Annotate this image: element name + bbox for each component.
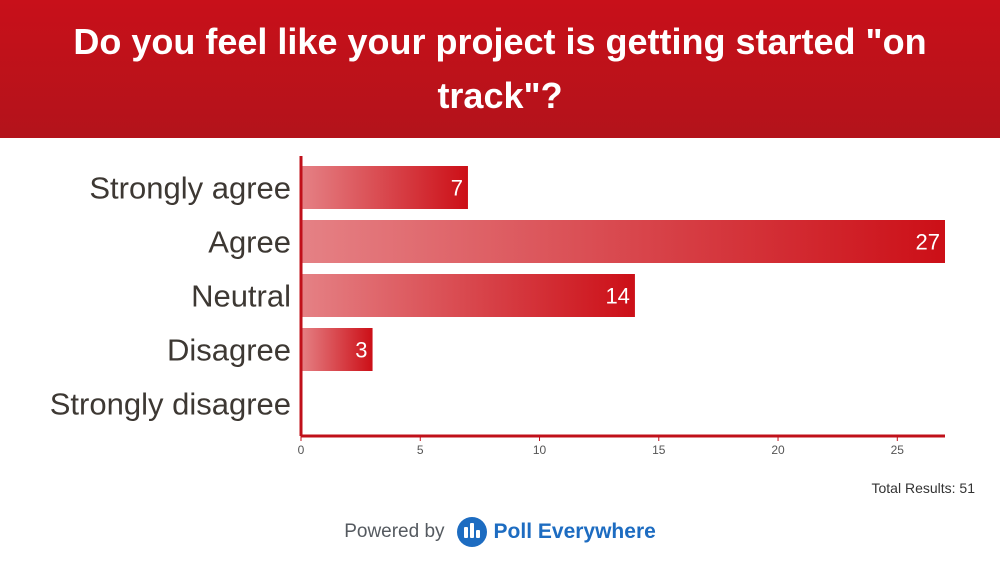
x-tick-label-15: 15 — [652, 443, 666, 457]
results-bar-chart: Strongly agree 7 Agree 27 Neutral 14 Disagree 3… — [0, 138, 1000, 468]
x-tick-label-25: 25 — [891, 443, 905, 457]
category-label-disagree: Disagree — [167, 333, 291, 368]
x-tick-label-10: 10 — [533, 443, 547, 457]
title-banner: Do you feel like your project is getting… — [0, 0, 1000, 138]
data-label-neutral: 14 — [605, 284, 629, 309]
poll-everywhere-logo-icon — [456, 517, 487, 547]
poll-question-title: Do you feel like your project is getting… — [73, 21, 927, 116]
x-tick-label-0: 0 — [298, 443, 305, 457]
poll-everywhere-brand[interactable]: Poll Everywhere — [456, 517, 656, 547]
data-label-agree: 27 — [916, 230, 940, 255]
category-label-strongly-agree: Strongly agree — [89, 171, 291, 206]
data-label-strongly-agree: 7 — [451, 176, 463, 201]
x-tick-label-20: 20 — [771, 443, 785, 457]
category-label-agree: Agree — [208, 225, 291, 260]
powered-by-footer: Powered by Poll Everywhere — [0, 512, 1000, 552]
poll-everywhere-brand-name: Poll Everywhere — [493, 520, 656, 543]
category-label-neutral: Neutral — [191, 279, 291, 314]
bar-chart-svg: Strongly agree 7 Agree 27 Neutral 14 Disagree 3… — [50, 156, 945, 457]
x-tick-label-5: 5 — [417, 443, 424, 457]
category-label-strongly-disagree: Strongly disagree — [50, 387, 291, 422]
bar-disagree — [301, 328, 373, 371]
bar-neutral — [301, 274, 635, 317]
data-label-disagree: 3 — [355, 338, 367, 363]
bars-layer: Strongly agree 7 Agree 27 Neutral 14 Disagree 3… — [50, 166, 945, 422]
total-results: Total Results: 51 — [871, 480, 976, 496]
bar-agree — [301, 220, 945, 263]
axis-layer: 0 5 10 15 20 25 — [298, 156, 945, 457]
bar-strongly-agree — [301, 166, 468, 209]
powered-by-label: Powered by — [344, 521, 445, 542]
